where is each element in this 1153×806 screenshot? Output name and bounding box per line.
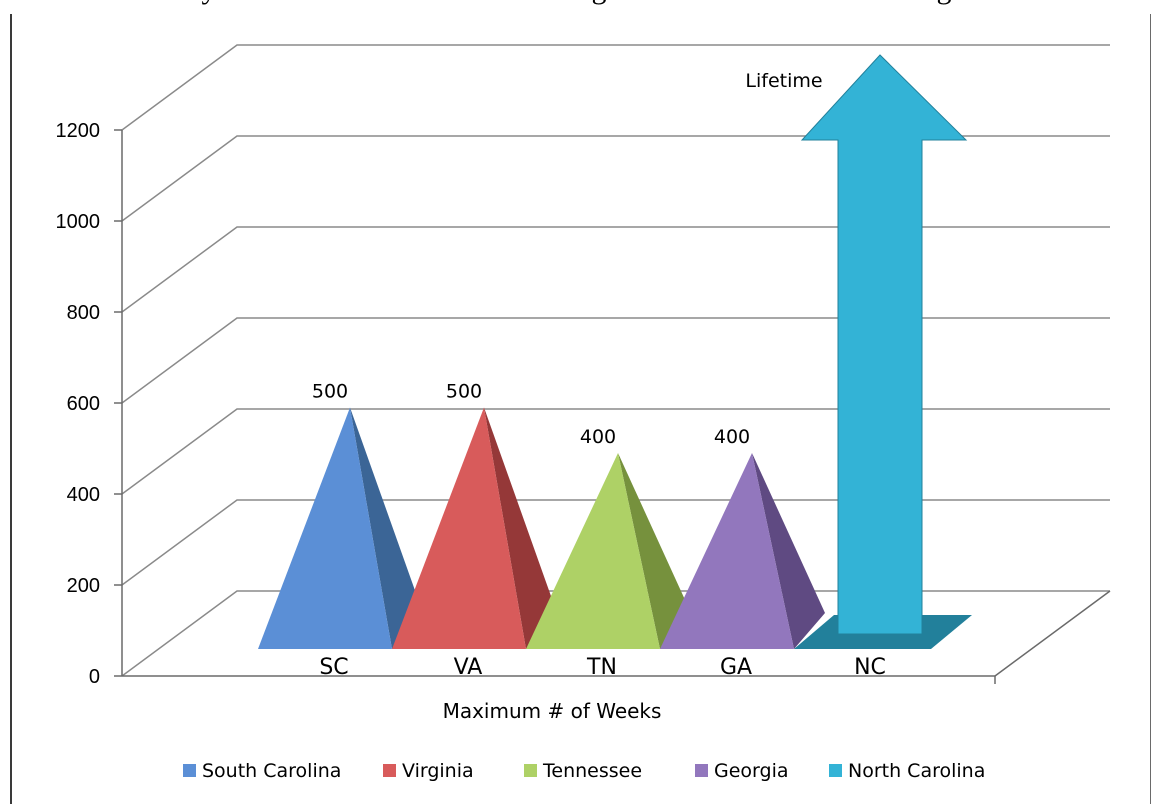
chart-frame <box>10 14 1151 804</box>
legend-item-nc: North Carolina <box>829 760 985 782</box>
floor-right-edge <box>994 590 1111 677</box>
chart-labels: 500 SC 500 VA 400 TN 400 GA Lifetime NC <box>312 70 886 680</box>
y-tick-label: 1200 <box>56 120 101 142</box>
legend-swatch <box>829 764 842 777</box>
y-tick-label: 800 <box>67 302 100 324</box>
gridline <box>121 226 1110 313</box>
legend-swatch <box>183 764 196 777</box>
category-label-tn: TN <box>586 655 617 680</box>
pyramid-side-sc <box>350 407 423 649</box>
pyramid-side-tn <box>618 453 691 649</box>
data-label-va: 500 <box>446 381 482 403</box>
gridline <box>121 317 1110 404</box>
category-label-nc: NC <box>854 655 886 680</box>
y-tick-label: 0 <box>89 666 100 688</box>
gridline <box>121 44 1110 131</box>
data-label-ga: 400 <box>714 426 750 448</box>
legend-label: North Carolina <box>848 760 985 782</box>
category-label-ga: GA <box>720 655 752 680</box>
category-label-va: VA <box>454 655 483 680</box>
legend-item-tn: Tennessee <box>524 760 642 782</box>
pyramid-va <box>392 407 526 649</box>
cropped-caption-text: …y … … … … … … … … … …g… … … … … … … … …… <box>0 0 1153 12</box>
legend-item-sc: South Carolina <box>183 760 341 782</box>
legend-item-va: Virginia <box>383 760 474 782</box>
data-label-sc: 500 <box>312 381 348 403</box>
legend-label: Virginia <box>402 760 474 782</box>
pyramid-ga <box>660 453 794 649</box>
pyramid-side-ga <box>752 453 825 649</box>
legend-swatch <box>383 764 396 777</box>
pyramid-side-va <box>484 407 557 649</box>
data-label-tn: 400 <box>580 426 616 448</box>
legend-swatch <box>695 764 708 777</box>
y-tick-label: 200 <box>67 575 100 597</box>
pyramid-sc <box>258 407 392 649</box>
arrow-nc <box>800 54 968 635</box>
floor-back-edge <box>121 590 1110 677</box>
legend-label: South Carolina <box>202 760 341 782</box>
legend-label: Tennessee <box>542 760 642 782</box>
legend-item-ga: Georgia <box>695 760 789 782</box>
gridline <box>121 499 1110 586</box>
y-tick-label: 1000 <box>56 211 101 233</box>
data-label-nc: Lifetime <box>745 70 822 92</box>
chart-marks <box>258 54 972 649</box>
legend-swatch <box>524 764 537 777</box>
gridline <box>121 408 1110 495</box>
y-tick-label: 600 <box>67 393 100 415</box>
y-axis-ticks: 0 200 400 600 800 1000 1200 <box>56 120 122 688</box>
gridline <box>121 135 1110 222</box>
legend: South Carolina Virginia Tennessee Georgia No… <box>183 760 985 782</box>
category-label-sc: SC <box>319 655 348 680</box>
pyramid-tn <box>526 453 660 649</box>
legend-label: Georgia <box>714 760 789 782</box>
y-tick-label: 400 <box>67 484 100 506</box>
x-axis-title: Maximum # of Weeks <box>443 699 662 723</box>
